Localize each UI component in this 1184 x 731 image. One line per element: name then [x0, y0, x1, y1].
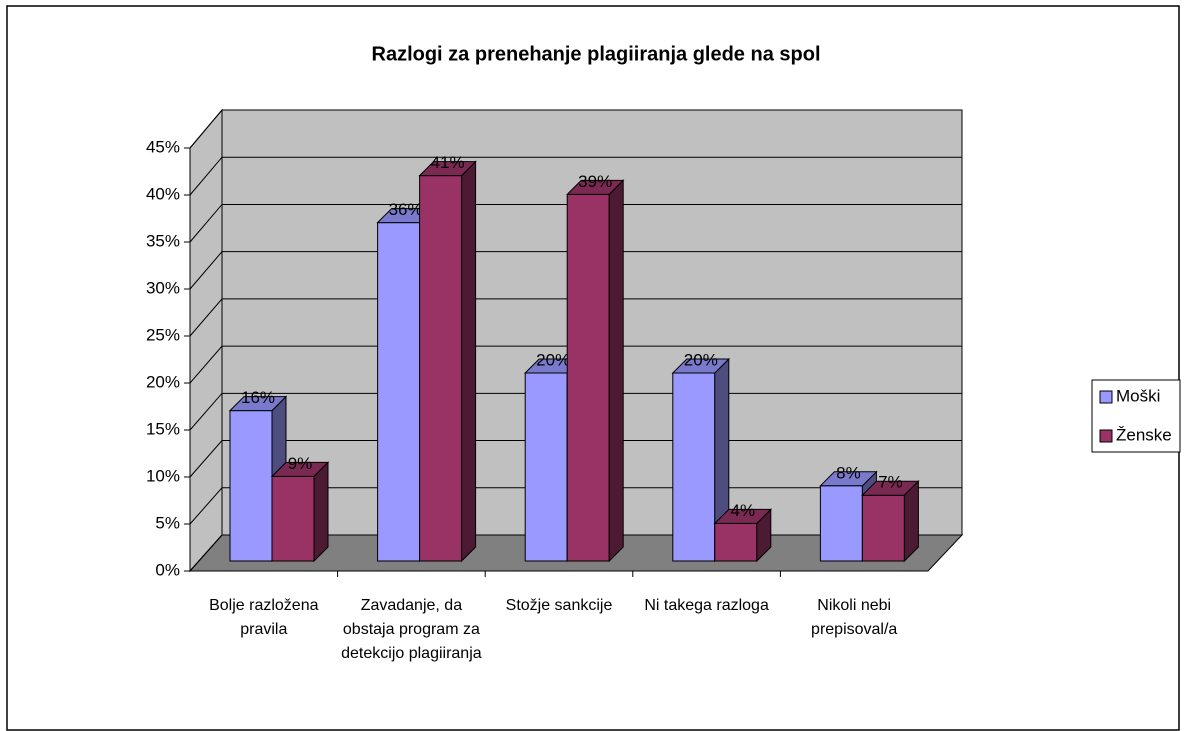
bar-face	[524, 372, 568, 562]
grid-line	[189, 345, 962, 384]
y-tick-label: 25%	[146, 325, 180, 344]
value-label: 7%	[878, 473, 903, 492]
value-label: 39%	[578, 172, 612, 191]
y-tick-label: 5%	[155, 513, 180, 532]
bar-face	[671, 358, 731, 374]
bar-face	[819, 485, 863, 562]
grid-line	[189, 109, 962, 149]
bar	[418, 160, 477, 563]
y-tick-label: 10%	[146, 466, 180, 485]
bar	[565, 179, 625, 563]
bar-face	[461, 160, 477, 563]
value-label: 36%	[389, 200, 423, 219]
y-tick-label: 40%	[146, 184, 180, 203]
x-tick-label: Ni takega razloga	[644, 597, 769, 614]
x-tick-label: Zavadanje, da obstaja program za detekci…	[341, 597, 482, 662]
bar-face	[713, 508, 773, 524]
bar-face	[608, 179, 624, 563]
y-tick-label: 0%	[155, 560, 180, 579]
bar-face	[271, 475, 315, 562]
bar-face	[565, 179, 625, 195]
bar-face	[270, 461, 330, 477]
bar-face	[419, 175, 463, 562]
value-label: 8%	[836, 463, 861, 482]
value-label: 41%	[431, 153, 465, 172]
bar	[713, 508, 773, 563]
grid-line	[189, 203, 962, 243]
bar-face	[672, 372, 716, 562]
grid-line	[189, 298, 962, 337]
chart-title: Razlogi za prenehanje plagiiranja glede …	[372, 43, 821, 65]
bar-face	[229, 410, 273, 562]
x-tick-label: Stožje sankcije	[505, 597, 613, 614]
y-tick-label: 45%	[146, 137, 180, 156]
bar-face	[566, 193, 610, 562]
value-label: 9%	[288, 454, 313, 473]
grid-line	[189, 156, 962, 196]
bar-face	[861, 494, 905, 562]
value-label: 4%	[731, 501, 756, 520]
bar-face	[228, 396, 288, 412]
bar-face	[313, 461, 329, 563]
bar-face	[861, 480, 920, 496]
bar-face	[819, 471, 878, 487]
y-tick-label: 15%	[146, 419, 180, 438]
side-wall	[189, 108, 223, 573]
legend-label: Ženske	[1116, 425, 1172, 444]
bar-face	[418, 161, 477, 177]
value-label: 16%	[241, 388, 275, 407]
y-tick-label: 35%	[146, 231, 180, 250]
y-tick-label: 20%	[146, 372, 180, 391]
bar-face	[714, 522, 758, 562]
bar	[671, 357, 731, 563]
x-tick-label: Nikoli nebi prepisoval/a	[811, 597, 898, 638]
y-tick-label: 30%	[146, 278, 180, 297]
x-tick-label: Bolje razložena pravila	[209, 597, 319, 638]
bar	[861, 479, 920, 563]
legend-swatch	[1099, 390, 1113, 404]
value-label: 20%	[536, 350, 570, 369]
value-label: 20%	[684, 350, 718, 369]
bar	[270, 461, 330, 563]
grid-line	[189, 251, 962, 290]
bar-face	[377, 222, 421, 562]
legend-label: Moški	[1116, 386, 1160, 405]
legend-swatch	[1099, 429, 1113, 443]
